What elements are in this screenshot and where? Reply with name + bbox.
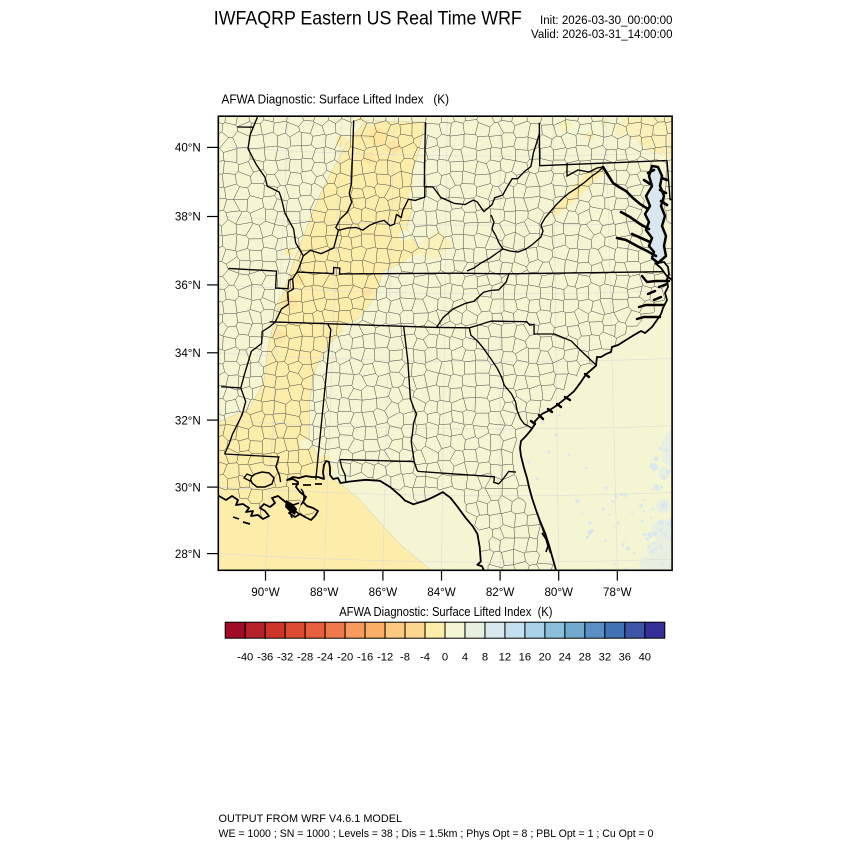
svg-text:30°N: 30°N	[175, 481, 201, 494]
svg-text:34°N: 34°N	[175, 347, 201, 360]
svg-text:-16: -16	[357, 652, 373, 664]
svg-text:28°N: 28°N	[175, 548, 201, 561]
svg-text:8: 8	[482, 652, 488, 664]
svg-text:24: 24	[559, 652, 571, 664]
svg-text:88°W: 88°W	[310, 586, 339, 599]
svg-text:-36: -36	[257, 652, 273, 664]
svg-text:-28: -28	[297, 652, 313, 664]
svg-text:Valid: 2026-03-31_14:00:00: Valid: 2026-03-31_14:00:00	[531, 27, 673, 41]
svg-text:36: 36	[619, 652, 631, 664]
svg-text:84°W: 84°W	[427, 586, 456, 599]
svg-text:86°W: 86°W	[369, 586, 398, 599]
svg-text:-32: -32	[277, 652, 293, 664]
svg-text:40°N: 40°N	[175, 142, 201, 155]
svg-text:-8: -8	[400, 652, 410, 664]
svg-text:32°N: 32°N	[175, 414, 201, 427]
svg-text:80°W: 80°W	[544, 586, 573, 599]
svg-text:4: 4	[462, 652, 468, 664]
svg-text:-4: -4	[420, 652, 430, 664]
svg-text:90°W: 90°W	[251, 586, 280, 599]
svg-text:-40: -40	[237, 652, 253, 664]
svg-text:36°N: 36°N	[175, 279, 201, 292]
svg-text:82°W: 82°W	[486, 586, 515, 599]
svg-text:-20: -20	[337, 652, 353, 664]
svg-text:12: 12	[499, 652, 511, 664]
svg-text:AFWA Diagnostic: Surface Lifte: AFWA Diagnostic: Surface Lifted Index (K…	[222, 91, 450, 106]
svg-text:38°N: 38°N	[175, 211, 201, 224]
svg-text:28: 28	[579, 652, 591, 664]
svg-text:32: 32	[599, 652, 611, 664]
svg-text:-24: -24	[317, 652, 333, 664]
svg-text:40: 40	[639, 652, 651, 664]
svg-text:AFWA Diagnostic: Surface Lifte: AFWA Diagnostic: Surface Lifted Index (K…	[339, 605, 552, 619]
svg-text:OUTPUT FROM WRF V4.6.1 MODEL: OUTPUT FROM WRF V4.6.1 MODEL	[219, 813, 403, 825]
svg-text:IWFAQRP Eastern US Real Time W: IWFAQRP Eastern US Real Time WRF	[214, 8, 522, 30]
svg-text:0: 0	[442, 652, 448, 664]
svg-text:16: 16	[519, 652, 531, 664]
svg-text:WE = 1000 ; SN = 1000 ; Levels: WE = 1000 ; SN = 1000 ; Levels = 38 ; Di…	[219, 828, 654, 840]
svg-text:78°W: 78°W	[603, 586, 632, 599]
svg-text:Init: 2026-03-30_00:00:00: Init: 2026-03-30_00:00:00	[540, 13, 673, 27]
svg-text:-12: -12	[377, 652, 393, 664]
svg-text:20: 20	[539, 652, 551, 664]
